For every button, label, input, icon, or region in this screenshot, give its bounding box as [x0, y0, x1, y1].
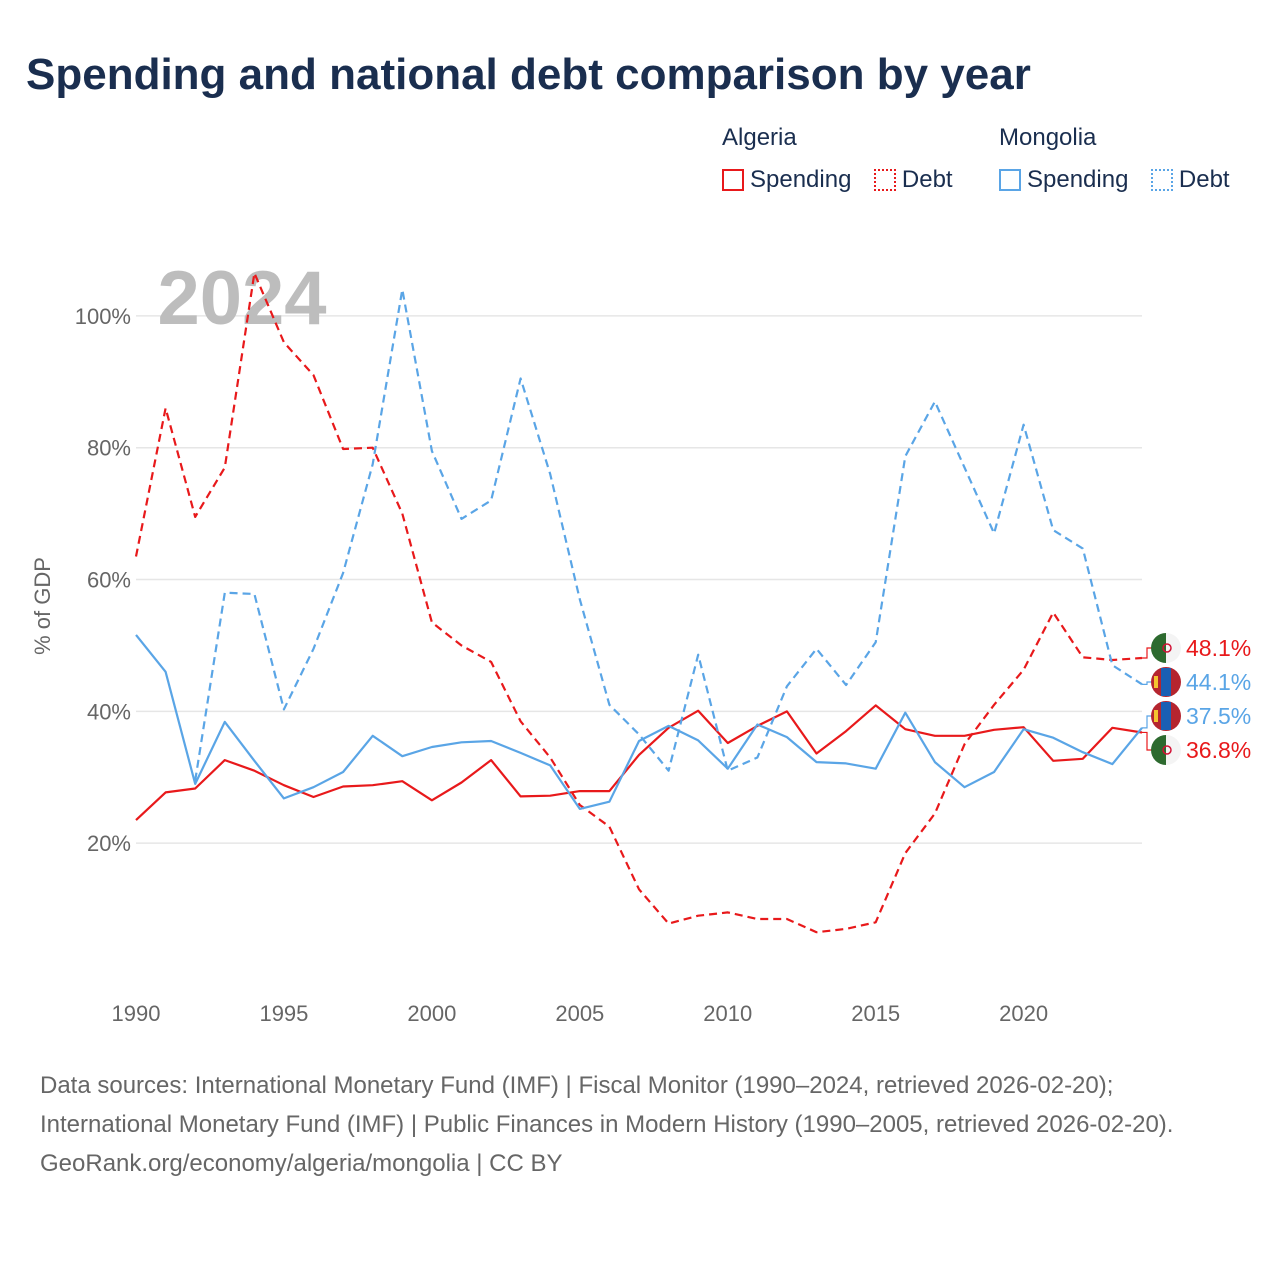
y-tick-label: 40% — [87, 699, 131, 724]
footer: Data sources: International Monetary Fun… — [40, 1066, 1240, 1183]
legend-country-mongolia: Mongolia — [999, 124, 1097, 151]
legend-swatch-solid — [999, 169, 1021, 191]
legend-swatch-dotted — [873, 169, 896, 191]
flag-white-half — [1166, 633, 1181, 663]
data-sources: Data sources: International Monetary Fun… — [40, 1072, 1174, 1138]
flag-blue-stripe — [1161, 668, 1171, 696]
series-line-algeria-debt — [134, 272, 1143, 934]
chart-title: Spending and national debt comparison by… — [26, 50, 1031, 99]
x-tick-label: 2015 — [851, 1001, 900, 1026]
legend-item-algeria-debt[interactable]: Debt — [873, 166, 953, 194]
series-line-algeria-spending — [135, 704, 1143, 821]
x-tick-label: 2010 — [703, 1001, 752, 1026]
year-watermark: 2024 — [157, 256, 326, 341]
mongolia-flag-icon — [1151, 701, 1181, 731]
legend-item-algeria-spending[interactable]: Spending — [722, 166, 851, 194]
series-line-mongolia-debt — [194, 288, 1143, 781]
flag-soyombo — [1154, 710, 1158, 722]
x-tick-label: 2005 — [555, 1001, 604, 1026]
y-tick-label: 20% — [87, 831, 131, 856]
y-tick-label: 100% — [75, 304, 131, 329]
x-tick-label: 2000 — [407, 1001, 456, 1026]
legend-swatch-dotted — [1150, 169, 1173, 191]
series-line-mongolia-spending — [135, 634, 1143, 810]
end-label-connector — [1142, 681, 1152, 685]
flag-white-half — [1166, 735, 1181, 765]
end-value-label: 44.1% — [1186, 669, 1251, 695]
legend-group-algeria: Algeria Spending Debt — [722, 124, 971, 194]
flag-crescent — [1162, 643, 1172, 653]
flag-crescent — [1162, 745, 1172, 755]
y-tick-label: 60% — [87, 568, 131, 593]
legend-group-mongolia: Mongolia Spending Debt — [999, 124, 1248, 194]
end-label-connector — [1142, 731, 1152, 751]
end-label-connector — [1142, 647, 1152, 659]
x-tick-label: 2020 — [999, 1001, 1048, 1026]
flag-green-half — [1151, 735, 1166, 765]
flag-green-half — [1151, 633, 1166, 663]
flag-soyombo — [1154, 676, 1158, 688]
legend-swatch-solid — [722, 169, 744, 191]
y-axis-title: % of GDP — [30, 557, 55, 655]
algeria-flag-icon — [1151, 633, 1181, 663]
end-value-label: 48.1% — [1186, 635, 1251, 661]
line-chart: 20% 40% 60% 80% 100% 1990 1995 2000 2005 2010 2015… — [30, 256, 1251, 1026]
y-tick-label: 80% — [87, 436, 131, 461]
legend-item-mongolia-spending[interactable]: Spending — [999, 166, 1128, 194]
end-label-connector — [1142, 715, 1152, 729]
flag-blue-stripe — [1161, 702, 1171, 730]
credit-link[interactable]: GeoRank.org/economy/algeria/mongolia | C… — [40, 1150, 563, 1177]
x-tick-label: 1995 — [259, 1001, 308, 1026]
x-tick-label: 1990 — [112, 1001, 161, 1026]
end-value-label: 37.5% — [1186, 703, 1251, 729]
mongolia-flag-icon — [1151, 667, 1181, 697]
end-value-label: 36.8% — [1186, 737, 1251, 763]
legend-item-mongolia-debt[interactable]: Debt — [1150, 166, 1230, 194]
algeria-flag-icon — [1151, 735, 1181, 765]
legend-country-algeria: Algeria — [722, 124, 797, 151]
